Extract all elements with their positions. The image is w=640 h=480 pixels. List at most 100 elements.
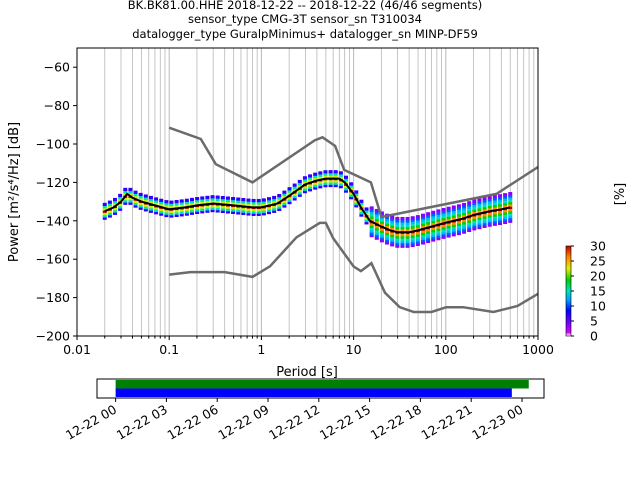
psd-cell (405, 242, 410, 246)
psd-cell (415, 215, 420, 219)
psd-cell (415, 233, 420, 237)
psd-cell (467, 228, 472, 233)
psd-cell (308, 185, 313, 190)
psd-cell (215, 200, 220, 204)
psd-cell (508, 210, 513, 214)
colorbar-tick-label: 10 (590, 299, 606, 314)
psd-cell (456, 227, 461, 231)
psd-cell (472, 204, 477, 208)
psd-cell (323, 181, 328, 185)
psd-cell (420, 232, 425, 236)
psd-cell (210, 199, 215, 203)
psd-cell (456, 225, 461, 229)
psd-cell (338, 185, 343, 189)
psd-cell (487, 202, 492, 207)
colorbar-tick-label: 25 (590, 254, 606, 269)
psd-cell (508, 201, 513, 205)
psd-cell (410, 234, 415, 238)
psd-cell (456, 206, 461, 210)
psd-cell (241, 198, 246, 202)
psd-cell (472, 215, 477, 219)
psd-cell (477, 200, 482, 204)
psd-cell (467, 217, 472, 221)
psd-cell (302, 185, 307, 189)
psd-cell (405, 219, 410, 223)
psd-cell (308, 174, 313, 178)
psd-cell (400, 240, 405, 244)
psd-cell (462, 214, 467, 218)
psd-cell (148, 209, 153, 213)
psd-cell (487, 205, 492, 209)
psd-cell (477, 219, 482, 223)
psd-cell (405, 235, 410, 239)
psd-cell (446, 234, 451, 238)
psd-cell (318, 185, 323, 189)
psd-cell (328, 183, 333, 188)
psd-cell (395, 223, 400, 228)
psd-cell (256, 208, 261, 212)
psd-cell (267, 208, 272, 212)
psd-cell (390, 222, 395, 226)
psd-cell (477, 198, 482, 202)
psd-cell (420, 218, 425, 222)
psd-cell (277, 203, 282, 207)
psd-cell (200, 198, 205, 202)
psd-cell (174, 204, 179, 208)
psd-cell (369, 210, 374, 215)
psd-cell (148, 205, 153, 209)
psd-cell (436, 213, 441, 218)
psd-cell (379, 229, 384, 234)
psd-cell (354, 192, 359, 196)
psd-cell (220, 209, 225, 214)
x-tick-label: 1 (257, 342, 265, 357)
psd-cell (107, 202, 112, 207)
psd-cell (477, 223, 482, 227)
psd-cell (215, 195, 220, 199)
psd-cell (446, 227, 451, 231)
psd-cell (436, 218, 441, 222)
psd-cell (313, 177, 318, 181)
psd-cell (308, 188, 313, 192)
psd-cell (138, 204, 143, 208)
psd-cell (420, 215, 425, 220)
psd-cell (261, 200, 266, 204)
psd-cell (451, 233, 456, 237)
psd-cell (385, 239, 390, 243)
psd-cell (267, 199, 272, 203)
psd-cell (267, 210, 272, 215)
psd-cell (333, 183, 338, 188)
psd-cell (441, 214, 446, 219)
psd-cell (477, 207, 482, 211)
psd-cell (379, 239, 384, 243)
psd-cell (441, 217, 446, 221)
psd-cell (349, 193, 354, 198)
psd-cell (405, 237, 410, 241)
psd-cell (292, 185, 297, 190)
psd-cell (472, 222, 477, 226)
psd-cell (225, 210, 230, 214)
psd-cell (113, 209, 118, 213)
psd-cell (184, 210, 189, 214)
psd-cell (451, 228, 456, 232)
chart-title: BK.BK81.00.HHE 2018-12-22 -- 2018-12-22 … (127, 0, 483, 12)
psd-cell (472, 206, 477, 210)
psd-cell (385, 236, 390, 240)
psd-cell (451, 210, 456, 214)
psd-cell (415, 235, 420, 240)
psd-cell (220, 205, 225, 209)
psd-cell (436, 232, 441, 236)
psd-cell (318, 182, 323, 187)
psd-cell (482, 222, 487, 226)
psd-cell (272, 200, 277, 204)
psd-cell (456, 220, 461, 224)
psd-cell (472, 217, 477, 222)
psd-cell (503, 195, 508, 199)
psd-cell (282, 190, 287, 194)
x-tick-label: 0.1 (159, 342, 179, 357)
psd-cell (374, 208, 379, 213)
psd-cell (456, 211, 461, 215)
psd-cell (497, 214, 502, 219)
psd-cell (102, 216, 107, 220)
psd-cell (359, 199, 364, 203)
